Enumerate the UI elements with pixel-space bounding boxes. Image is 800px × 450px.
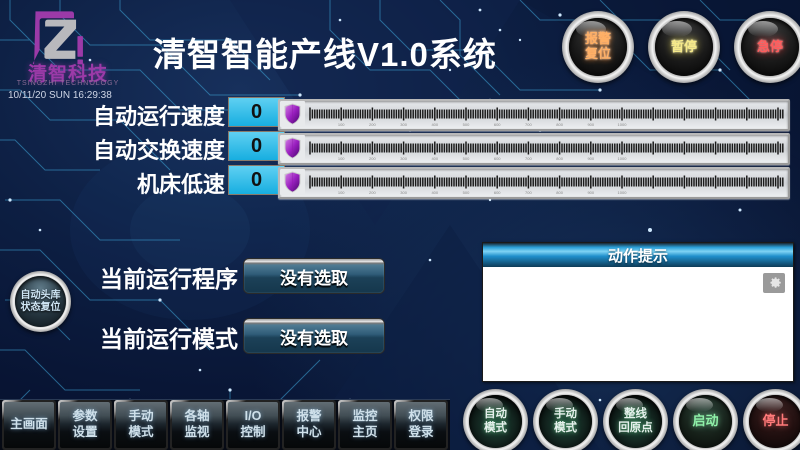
svg-text:700: 700 (525, 156, 532, 161)
svg-text:100: 100 (338, 190, 345, 195)
svg-text:900: 900 (587, 156, 594, 161)
svg-text:500: 500 (463, 122, 470, 127)
svg-text:500: 500 (463, 156, 470, 161)
svg-text:200: 200 (369, 156, 376, 161)
svg-text:200: 200 (369, 122, 376, 127)
svg-text:500: 500 (463, 190, 470, 195)
svg-text:700: 700 (525, 190, 532, 195)
svg-text:900: 900 (587, 122, 594, 127)
svg-text:1000: 1000 (618, 122, 628, 127)
svg-text:600: 600 (494, 190, 501, 195)
svg-text:600: 600 (494, 156, 501, 161)
svg-text:1000: 1000 (618, 190, 628, 195)
svg-text:900: 900 (587, 190, 594, 195)
svg-text:200: 200 (369, 190, 376, 195)
svg-text:300: 300 (400, 190, 407, 195)
svg-text:800: 800 (556, 122, 563, 127)
svg-text:400: 400 (431, 122, 438, 127)
svg-text:100: 100 (338, 156, 345, 161)
svg-text:700: 700 (525, 122, 532, 127)
svg-text:300: 300 (400, 122, 407, 127)
svg-text:800: 800 (556, 190, 563, 195)
svg-text:300: 300 (400, 156, 407, 161)
svg-text:600: 600 (494, 122, 501, 127)
svg-text:100: 100 (338, 122, 345, 127)
svg-text:400: 400 (431, 190, 438, 195)
svg-text:800: 800 (556, 156, 563, 161)
svg-text:400: 400 (431, 156, 438, 161)
svg-text:1000: 1000 (618, 156, 628, 161)
